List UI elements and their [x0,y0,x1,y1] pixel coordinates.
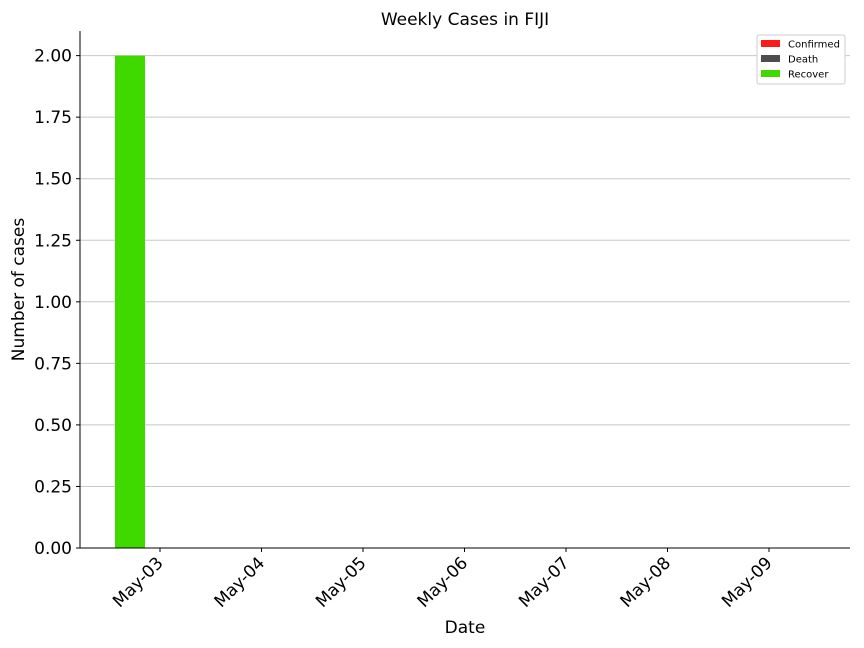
legend: Confirmed Death Recover [756,34,846,85]
y-tick-labels: 0.00 0.25 0.50 0.75 1.00 1.25 1.50 1.75 2.00 [34,47,80,559]
y-tick-label: 1.25 [34,231,72,251]
legend-swatch-death [761,55,780,62]
legend-label-recover: Recover [788,70,829,81]
chart-title: Weekly Cases in FIJI [381,10,549,30]
y-tick-label: 0.25 [34,477,72,497]
x-tick-label: May-03 [109,553,167,611]
x-axis-label: Date [445,618,486,638]
bar-recover-may-03 [115,55,145,548]
x-tick-label: May-07 [515,553,573,611]
x-tick-label: May-08 [617,553,675,611]
gridlines [80,55,850,549]
y-tick-label: 0.75 [34,354,72,374]
y-tick-label: 1.75 [34,108,72,128]
y-tick-label: 1.50 [34,170,72,190]
y-tick-label: 0.50 [34,416,72,436]
bars [115,55,145,548]
y-tick-label: 2.00 [34,47,72,67]
axes [79,31,850,549]
x-tick-labels: May-03 May-04 May-05 May-06 May-07 May-08 May-… [109,548,777,612]
legend-label-confirmed: Confirmed [788,40,840,51]
legend-label-death: Death [788,55,818,66]
x-tick-label: May-09 [718,553,776,611]
y-tick-label: 0.00 [34,539,72,559]
x-tick-label: May-05 [312,553,370,611]
y-axis-label: Number of cases [9,218,29,362]
legend-swatch-confirmed [761,40,780,47]
x-tick-label: May-04 [211,553,269,611]
y-tick-label: 1.00 [34,293,72,313]
legend-swatch-recover [761,70,780,77]
x-tick-label: May-06 [414,553,472,611]
